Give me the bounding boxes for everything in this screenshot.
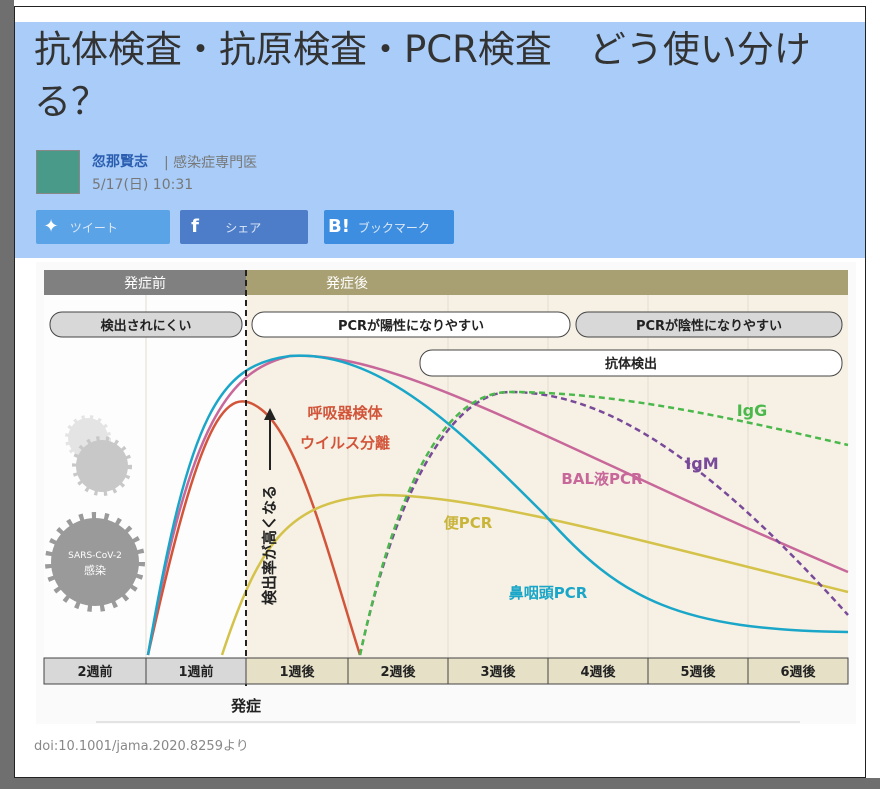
button-label: ツイート <box>70 221 118 235</box>
week-label: 6週後 <box>780 664 816 680</box>
tweet-button[interactable]: ✦ ツイート <box>36 210 170 244</box>
pill-label: PCRが陽性になりやすい <box>338 318 484 334</box>
week-label: 1週後 <box>279 664 315 680</box>
pre-area <box>44 295 246 658</box>
article-title: 抗体検査・抗原検査・PCR検査 どう使い分ける？ <box>34 24 870 128</box>
week-label: 2週後 <box>380 664 416 680</box>
button-label: シェア <box>225 221 261 235</box>
figure: 発症前 発症後 検出されにくい PCRが陽性になりやすい PCRが陰性になりやす… <box>36 262 856 724</box>
facebook-button[interactable]: f シェア <box>180 210 308 244</box>
curve-label: 鼻咽頭PCR <box>509 584 588 602</box>
author-name[interactable]: 忽那賢志 <box>92 151 148 171</box>
caption: doi:10.1001/jama.2020.8259より <box>34 735 249 754</box>
shadow <box>0 778 880 789</box>
pill-label: 検出されにくい <box>101 318 192 334</box>
author-avatar[interactable] <box>36 150 80 194</box>
pill-label: PCRが陰性になりやすい <box>636 318 782 334</box>
week-label: 3週後 <box>480 664 516 680</box>
curve-label: ウイルス分離 <box>300 434 390 452</box>
curve-label: 呼吸器検体 <box>307 404 383 422</box>
curve-label: 便PCR <box>444 514 493 532</box>
phase-label: 発症前 <box>124 275 166 292</box>
shadow <box>0 0 14 789</box>
axis-band <box>246 658 848 684</box>
screen: 抗体検査・抗原検査・PCR検査 どう使い分ける？ 忽那賢志 | 感染症専門医 5… <box>0 0 880 789</box>
curve-label: IgM <box>685 454 718 473</box>
virus-label: SARS-CoV-2 <box>68 551 122 561</box>
axis-band <box>44 658 246 684</box>
pill-label: 抗体検出 <box>605 356 657 372</box>
week-label: 5週後 <box>680 664 716 680</box>
virus-label: 感染 <box>84 563 106 577</box>
arrow-label: 検出率が高くなる <box>261 485 279 605</box>
author-role: | 感染症専門医 <box>164 152 257 172</box>
week-label: 4週後 <box>580 664 616 680</box>
onset-label: 発症 <box>230 697 261 715</box>
week-label: 1週前 <box>178 664 213 680</box>
button-label: ブックマーク <box>358 221 430 235</box>
hatena-button[interactable]: B! ブックマーク <box>324 210 454 244</box>
phase-label: 発症後 <box>326 276 368 292</box>
post-date: 5/17(日) 10:31 <box>92 174 193 194</box>
curve-label: BAL液PCR <box>561 470 643 488</box>
post-area <box>246 295 848 658</box>
curve-label: IgG <box>737 401 768 420</box>
week-label: 2週前 <box>77 664 112 680</box>
